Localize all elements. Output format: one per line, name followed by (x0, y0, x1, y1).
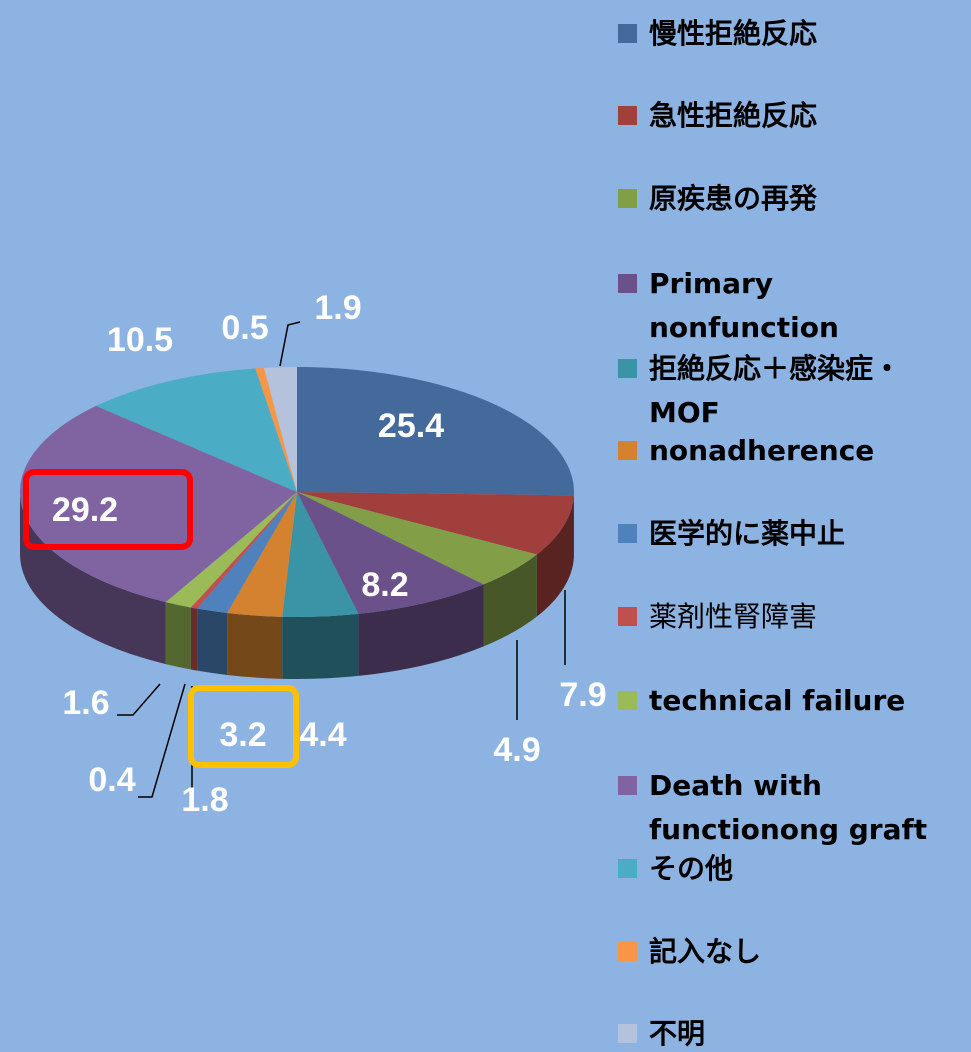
pie-side (227, 612, 283, 679)
pie-slice (190, 492, 297, 609)
legend-item: Death with functionong graft (618, 764, 968, 852)
legend-label: 薬剤性腎障害 (649, 600, 818, 633)
pie-slice (96, 368, 298, 492)
legend-swatch (618, 106, 637, 125)
legend-item: 記入なし (618, 930, 968, 974)
data-label: 8.2 (361, 566, 408, 604)
pie-slice (165, 492, 297, 608)
legend-label: nonadherence (649, 434, 875, 467)
pie-side (483, 554, 537, 647)
data-label: 10.5 (107, 321, 173, 359)
pie-slice (282, 492, 359, 617)
data-label: 1.9 (314, 289, 361, 327)
legend-swatch (618, 24, 637, 43)
legend-swatch (618, 691, 637, 710)
legend-swatch (618, 441, 637, 460)
leader-line (138, 683, 186, 798)
pie-side (20, 492, 166, 665)
pie-slice (255, 367, 297, 492)
leader-line (117, 683, 161, 716)
legend-swatch (618, 942, 637, 961)
data-label: 4.4 (299, 716, 346, 754)
legend-label: 不明 (649, 1017, 706, 1050)
legend-item: nonadherence (618, 429, 968, 473)
data-label: 0.5 (221, 309, 268, 347)
legend-item: 薬剤性腎障害 (618, 595, 968, 639)
pie-side (282, 613, 359, 679)
pie-slice (197, 492, 297, 613)
pie-slice (297, 492, 537, 585)
legend-swatch (618, 274, 637, 293)
pie-side (190, 607, 198, 671)
legend-label: 原疾患の再発 (649, 182, 818, 215)
legend-item: Primary nonfunction (618, 262, 968, 350)
legend-label: 記入なし (649, 935, 762, 968)
legend-item: その他 (618, 847, 968, 891)
legend-item: 急性拒絶反応 (618, 94, 968, 138)
data-label: 0.4 (88, 761, 135, 799)
legend-swatch (618, 189, 637, 208)
legend-label: Primary nonfunction (649, 267, 839, 344)
data-label: 25.4 (378, 407, 444, 445)
data-label: 4.9 (493, 731, 540, 769)
data-label: 7.9 (559, 676, 606, 714)
leader-line (279, 321, 301, 367)
highlight-box (188, 685, 299, 768)
legend-swatch (618, 1024, 637, 1043)
legend-label: 慢性拒絶反応 (649, 17, 818, 50)
pie-slice (19, 405, 297, 603)
legend-item: 慢性拒絶反応 (618, 12, 968, 56)
pie-slice (227, 492, 297, 617)
pie-side (165, 602, 191, 670)
legend-item: 医学的に薬中止 (618, 512, 968, 556)
legend-swatch (618, 859, 637, 878)
pie-side (197, 608, 228, 675)
legend-swatch (618, 359, 637, 378)
data-label: 3.2 (219, 716, 266, 754)
legend-label: 急性拒絶反応 (649, 99, 818, 132)
legend-swatch (618, 524, 637, 543)
legend-swatch (618, 776, 637, 795)
data-label: 1.6 (62, 684, 109, 722)
pie-slice (263, 367, 297, 492)
legend-label: Death with functionong graft (649, 769, 928, 846)
legend-item: 不明 (618, 1012, 968, 1052)
legend-label: 拒絶反応＋感染症・MOF (649, 352, 902, 429)
legend-item: technical failure (618, 679, 968, 723)
legend-item: 原疾患の再発 (618, 177, 968, 221)
data-label: 29.2 (52, 491, 118, 529)
pie-slice (297, 492, 484, 614)
legend-label: その他 (649, 852, 734, 885)
legend-item: 拒絶反応＋感染症・MOF (618, 347, 968, 435)
pie-side (536, 495, 574, 617)
pie-slice (297, 492, 574, 555)
legend-swatch (618, 607, 637, 626)
data-label: 1.8 (181, 781, 228, 819)
legend-label: 医学的に薬中止 (649, 517, 846, 550)
legend-label: technical failure (649, 684, 906, 717)
pie-slice (297, 367, 574, 496)
pie-side (358, 584, 484, 676)
highlight-box (23, 469, 193, 550)
